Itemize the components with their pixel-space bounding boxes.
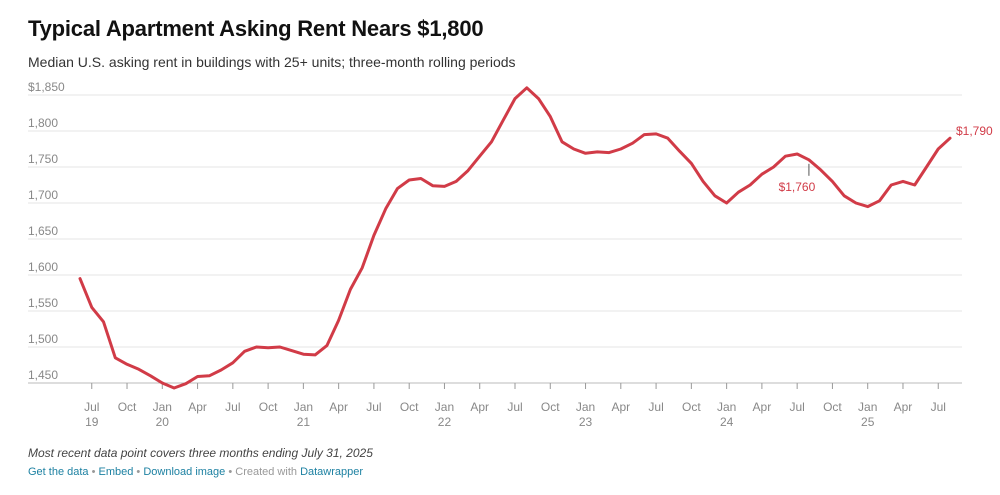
y-tick-label: 1,450: [28, 368, 58, 382]
line-chart: 1,450 1,500 1,550 1,600 1,650 1,700 1,750 1,800…: [28, 80, 993, 429]
annotation-label-1760: $1,760: [779, 180, 816, 194]
y-tick-label: 1,750: [28, 152, 58, 166]
x-tick-label: Apr: [894, 400, 913, 414]
x-tick-year-label: 25: [861, 415, 875, 429]
x-tick-label: Oct: [541, 400, 560, 414]
footer-separator: •: [133, 466, 144, 478]
y-tick-label: 1,650: [28, 224, 58, 238]
y-tick-label: 1,800: [28, 116, 58, 130]
x-tick-label: Oct: [682, 400, 701, 414]
footnote: Most recent data point covers three mont…: [28, 446, 373, 460]
y-tick-label: 1,550: [28, 296, 58, 310]
x-tick-label: Oct: [259, 400, 278, 414]
x-tick-year-label: 22: [438, 415, 452, 429]
x-tick-label: Jan: [717, 400, 736, 414]
x-tick-label: Apr: [753, 400, 772, 414]
x-tick-label: Jul: [225, 400, 240, 414]
series-layer: [78, 86, 952, 390]
x-tick-label: Jul: [648, 400, 663, 414]
footer-credit: • Created with: [225, 466, 301, 478]
x-tick-label: Oct: [400, 400, 419, 414]
x-tick-label: Jan: [294, 400, 313, 414]
x-tick-label: Apr: [470, 400, 489, 414]
download-image-link[interactable]: Download image: [143, 466, 226, 478]
x-tick-label: Jul: [507, 400, 522, 414]
x-tick-year-label: 21: [297, 415, 311, 429]
x-tick-label: Apr: [611, 400, 630, 414]
y-tick-label: $1,850: [28, 80, 65, 94]
y-tick-label: 1,700: [28, 188, 58, 202]
x-tick-year-label: 19: [85, 415, 99, 429]
x-tick-label: Apr: [329, 400, 348, 414]
x-tick-label: Jul: [789, 400, 804, 414]
footer-separator: •: [88, 466, 99, 478]
y-axis: 1,450 1,500 1,550 1,600 1,650 1,700 1,750 1,800…: [28, 80, 65, 382]
x-tick-year-label: 24: [720, 415, 734, 429]
x-tick-label: Jan: [858, 400, 877, 414]
embed-link[interactable]: Embed: [98, 466, 134, 478]
rent-series-line: [78, 86, 952, 390]
x-tick-year-label: 23: [579, 415, 593, 429]
x-tick-label: Apr: [188, 400, 207, 414]
x-tick-label: Jul: [366, 400, 381, 414]
x-tick-label: Oct: [118, 400, 137, 414]
chart-subtitle: Median U.S. asking rent in buildings wit…: [28, 54, 516, 70]
x-tick-label: Jul: [931, 400, 946, 414]
chart-title: Typical Apartment Asking Rent Nears $1,8…: [28, 16, 484, 41]
x-tick-label: Jan: [435, 400, 454, 414]
get-data-link[interactable]: Get the data: [28, 466, 89, 478]
x-tick-year-label: 20: [156, 415, 170, 429]
x-tick-label: Oct: [823, 400, 842, 414]
footer: Get the data • Embed • Download image • …: [28, 466, 363, 478]
x-tick-label: Jan: [153, 400, 172, 414]
annotations: $1,760 $1,790: [779, 124, 993, 194]
annotation-label-1790: $1,790: [956, 124, 993, 138]
x-tick-label: Jan: [576, 400, 595, 414]
gridlines: [28, 94, 962, 384]
datawrapper-link[interactable]: Datawrapper: [300, 466, 364, 478]
y-tick-label: 1,500: [28, 332, 58, 346]
x-tick-label: Jul: [84, 400, 99, 414]
y-tick-label: 1,600: [28, 260, 58, 274]
